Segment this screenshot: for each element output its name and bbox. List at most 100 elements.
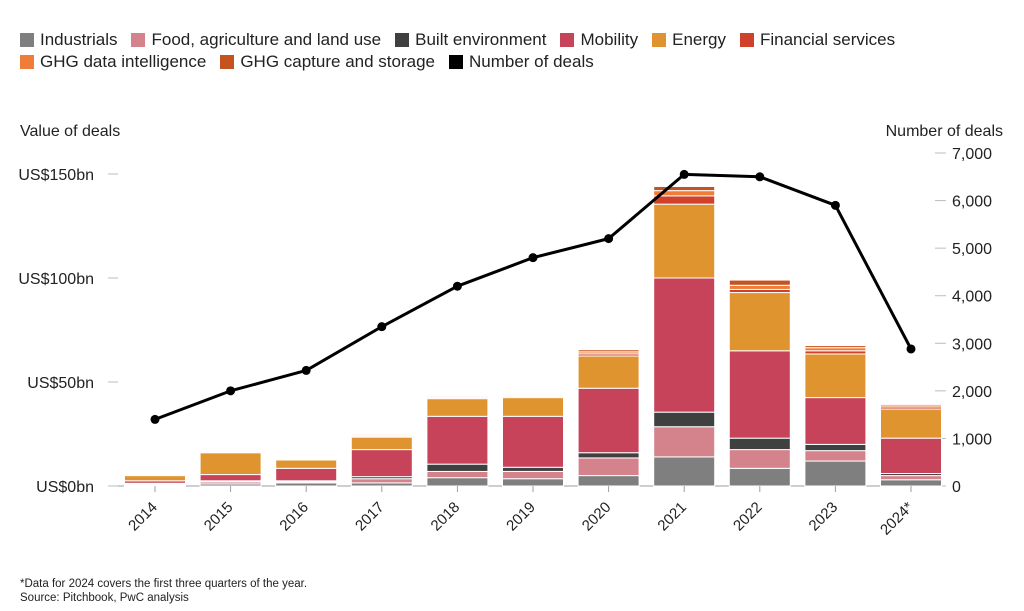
- legend-swatch: [449, 55, 463, 69]
- bar-segment: [502, 470, 564, 480]
- bar-segment: [804, 353, 867, 399]
- deals-point: [830, 200, 840, 210]
- legend-swatch: [739, 33, 754, 47]
- legend-label: Food, agriculture and land use: [151, 30, 382, 49]
- bar-segment: [653, 426, 716, 458]
- x-tick-label: 2023: [806, 499, 842, 535]
- deals-point: [679, 169, 689, 179]
- footnote-note: *Data for 2024 covers the first three qu…: [20, 578, 308, 590]
- bar-segment: [577, 457, 640, 477]
- bar-segment: [350, 436, 413, 451]
- bar-segment: [577, 349, 640, 353]
- legend-label: Built environment: [415, 30, 547, 49]
- bar-segment: [350, 449, 413, 478]
- right-tick-label: 3,000: [952, 336, 992, 353]
- bar-segment: [350, 478, 413, 484]
- legend-item: Energy: [652, 31, 726, 49]
- deals-point: [226, 386, 236, 396]
- bar-segment: [199, 450, 262, 452]
- legend-label: GHG capture and storage: [240, 52, 435, 71]
- chart-footnote: *Data for 2024 covers the first three qu…: [20, 577, 307, 605]
- right-tick-label: 4,000: [952, 289, 992, 306]
- left-tick-label: US$50bn: [27, 375, 94, 392]
- bar-segment: [502, 478, 564, 487]
- legend-label: Number of deals: [469, 52, 594, 71]
- bar-segment: [728, 292, 791, 352]
- bar-segment: [426, 415, 489, 465]
- deals-point: [528, 253, 538, 263]
- x-tick-label: 2024*: [877, 499, 917, 539]
- bar-segment: [577, 452, 640, 459]
- bar-segment: [199, 452, 262, 476]
- right-tick-label: 7,000: [952, 146, 992, 163]
- x-tick-label: 2021: [654, 499, 690, 535]
- right-tick-label: 5,000: [952, 241, 992, 258]
- deals-point: [604, 234, 614, 244]
- footnote-source: Source: Pitchbook, PwC analysis: [20, 592, 189, 604]
- legend-swatch: [20, 33, 34, 47]
- bar-segment: [804, 450, 867, 462]
- right-axis-title: Number of deals: [886, 123, 1003, 140]
- deals-point: [755, 172, 765, 182]
- left-tick-label: US$100bn: [18, 271, 94, 288]
- legend-swatch: [652, 33, 667, 47]
- right-tick-label: 2,000: [952, 384, 992, 401]
- chart-legend: Industrials Food, agriculture and land us…: [20, 31, 1010, 71]
- legend-swatch: [131, 33, 146, 47]
- bar-segment: [426, 463, 489, 472]
- bar-segment: [804, 345, 867, 349]
- deals-point: [906, 344, 916, 354]
- bar-segment: [502, 466, 564, 472]
- bar-segment: [728, 449, 791, 469]
- bar-segment: [350, 433, 413, 436]
- legend-item: Mobility: [560, 31, 638, 49]
- left-axis-title: Value of deals: [20, 123, 120, 140]
- legend-item: Industrials: [20, 31, 117, 49]
- legend-swatch: [20, 55, 34, 69]
- bar-segment: [728, 437, 791, 451]
- deals-point: [150, 414, 160, 424]
- x-tick-label: 2018: [428, 499, 464, 535]
- legend-item: Financial services: [739, 31, 895, 49]
- bar-segment: [275, 459, 338, 469]
- x-tick-label: 2022: [730, 499, 766, 535]
- bar-segment: [502, 393, 564, 397]
- bar-segment: [426, 395, 489, 398]
- right-tick-label: 6,000: [952, 194, 992, 211]
- bar-segment: [426, 477, 489, 487]
- x-tick-label: 2017: [352, 499, 388, 535]
- left-tick-label: US$0bn: [36, 479, 94, 496]
- x-tick-label: 2016: [276, 499, 312, 535]
- deals-point: [377, 322, 387, 332]
- bar-segment: [880, 437, 942, 475]
- legend-label: Industrials: [40, 30, 118, 49]
- deals-point: [301, 365, 311, 375]
- legend-swatch: [395, 33, 410, 47]
- bar-segment: [426, 398, 489, 417]
- bar-segment: [653, 185, 716, 192]
- legend-item: Number of deals: [449, 53, 594, 71]
- x-tick-label: 2015: [201, 499, 237, 535]
- legend-swatch: [220, 55, 235, 69]
- bar-segment: [199, 474, 262, 482]
- bar-segment: [804, 443, 867, 452]
- bar-segment: [804, 460, 867, 487]
- bar-segment: [502, 397, 564, 417]
- bar-segment: [880, 475, 942, 481]
- bar-segment: [804, 397, 867, 445]
- bar-segment: [577, 355, 640, 389]
- x-tick-label: 2020: [579, 499, 615, 535]
- legend-swatch: [560, 33, 575, 47]
- bar-segment: [653, 277, 716, 413]
- deals-point: [452, 281, 462, 291]
- bar-segment: [653, 411, 716, 428]
- legend-item: GHG capture and storage: [220, 53, 435, 71]
- bar-segment: [728, 279, 791, 286]
- legend-label: GHG data intelligence: [40, 52, 207, 71]
- bar-segment: [653, 456, 716, 487]
- bar-segment: [728, 467, 791, 487]
- bar-segment: [275, 467, 338, 482]
- x-tick-label: 2014: [125, 499, 161, 535]
